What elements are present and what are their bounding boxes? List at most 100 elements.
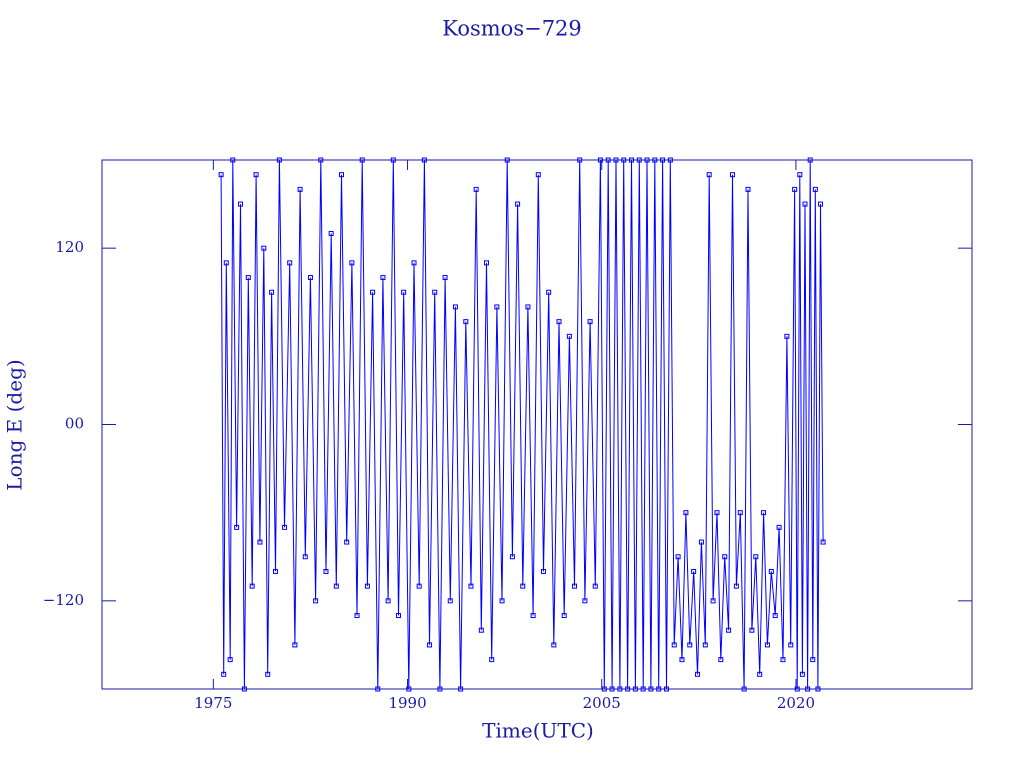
data-point <box>333 583 339 589</box>
data-point <box>504 157 510 163</box>
data-point <box>249 583 255 589</box>
data-point <box>261 245 267 251</box>
data-point <box>442 275 448 281</box>
data-point <box>722 554 728 560</box>
data-point <box>572 583 578 589</box>
data-point <box>265 671 271 677</box>
data-point <box>733 583 739 589</box>
data-point <box>745 186 751 192</box>
data-point <box>349 260 355 266</box>
data-point <box>617 686 623 692</box>
data-point <box>629 157 635 163</box>
data-point <box>764 642 770 648</box>
data-point <box>792 186 798 192</box>
data-point <box>328 230 334 236</box>
data-point <box>768 568 774 574</box>
data-point <box>411 260 417 266</box>
data-point <box>597 157 603 163</box>
data-point <box>757 671 763 677</box>
data-point <box>561 613 567 619</box>
y-axis-label: Long E (deg) <box>3 359 27 490</box>
data-point <box>463 319 469 325</box>
data-point <box>241 686 247 692</box>
data-point <box>307 275 313 281</box>
data-point <box>706 172 712 178</box>
data-point <box>621 157 627 163</box>
data-point <box>799 671 805 677</box>
data-point <box>395 613 401 619</box>
data-point <box>437 686 443 692</box>
x-tick-label: 2020 <box>777 694 815 712</box>
data-point <box>520 583 526 589</box>
data-point <box>509 554 515 560</box>
data-point <box>276 157 282 163</box>
data-point <box>640 686 646 692</box>
data-point <box>772 613 778 619</box>
y-tick-label: −120 <box>43 591 84 609</box>
data-point <box>644 157 650 163</box>
x-tick-label: 2005 <box>583 694 621 712</box>
data-point <box>318 157 324 163</box>
data-point <box>749 627 755 633</box>
data-point <box>780 657 786 663</box>
data-point <box>546 289 552 295</box>
data-point <box>761 510 767 516</box>
data-point <box>648 686 654 692</box>
data-point <box>687 642 693 648</box>
data-point <box>592 583 598 589</box>
data-point <box>691 568 697 574</box>
data-point <box>601 686 607 692</box>
data-point <box>737 510 743 516</box>
data-point <box>625 686 631 692</box>
data-point <box>663 686 669 692</box>
data-point <box>401 289 407 295</box>
data-point <box>302 554 308 560</box>
data-point <box>323 568 329 574</box>
data-point <box>609 686 615 692</box>
data-point <box>227 657 233 663</box>
data-point <box>478 627 484 633</box>
data-point <box>794 686 800 692</box>
data-point <box>695 671 701 677</box>
data-point <box>484 260 490 266</box>
data-point <box>287 260 293 266</box>
data-point <box>313 598 319 604</box>
chart-title: Kosmos−729 <box>442 17 582 41</box>
data-point <box>805 686 811 692</box>
data-point <box>683 510 689 516</box>
data-point <box>385 598 391 604</box>
data-point <box>613 157 619 163</box>
data-point <box>499 598 505 604</box>
data-point <box>679 657 685 663</box>
data-point <box>551 642 557 648</box>
x-tick-label: 1975 <box>194 694 232 712</box>
data-point <box>359 157 365 163</box>
data-point <box>556 319 562 325</box>
data-point <box>432 289 438 295</box>
data-point <box>238 201 244 207</box>
x-axis-label: Time(UTC) <box>482 719 594 743</box>
data-point <box>390 157 396 163</box>
data-point <box>802 201 808 207</box>
data-point <box>282 524 288 530</box>
data-point <box>253 172 259 178</box>
data-point <box>812 186 818 192</box>
data-point <box>269 289 275 295</box>
data-point <box>406 686 412 692</box>
data-point <box>452 304 458 310</box>
data-point <box>587 319 593 325</box>
data-point <box>447 598 453 604</box>
data-point <box>458 686 464 692</box>
data-point <box>297 186 303 192</box>
data-point <box>468 583 474 589</box>
data-point <box>473 186 479 192</box>
data-point <box>577 157 583 163</box>
data-point <box>753 554 759 560</box>
data-point <box>489 657 495 663</box>
data-point <box>702 642 708 648</box>
data-point <box>245 275 251 281</box>
data-point <box>718 657 724 663</box>
data-point <box>652 157 658 163</box>
data-point <box>582 598 588 604</box>
